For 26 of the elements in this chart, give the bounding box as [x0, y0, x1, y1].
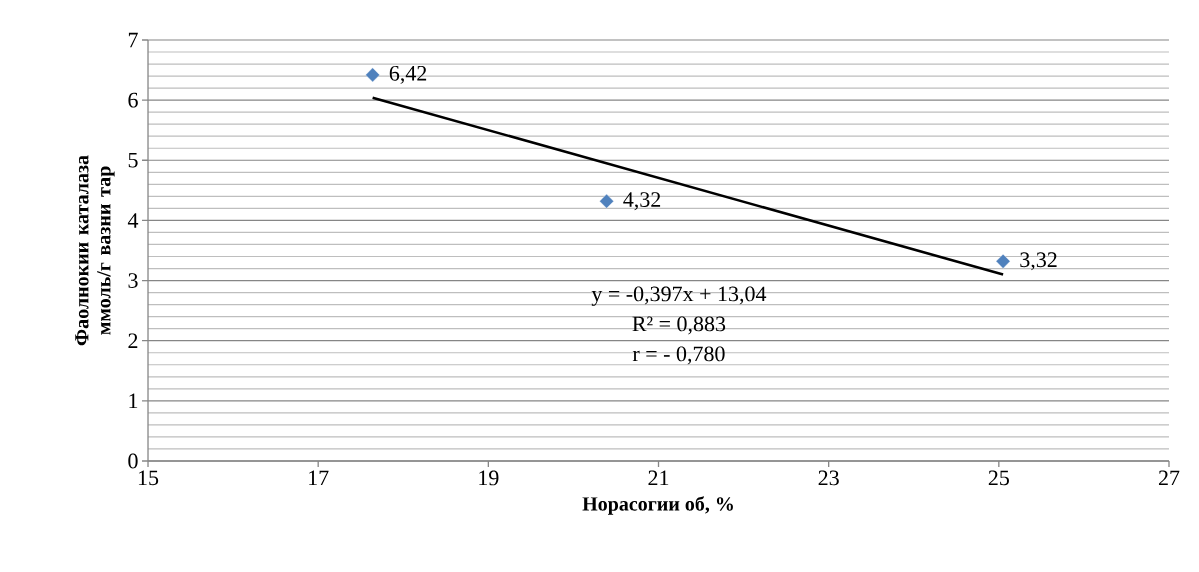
- data-label: 4,32: [623, 192, 661, 211]
- y-tick-label: 7: [128, 32, 138, 48]
- annotation: R² = 0,883: [632, 316, 726, 335]
- y-tick-label: 4: [127, 213, 139, 228]
- point: [599, 193, 614, 209]
- annotation: r = - 0,780: [632, 346, 725, 365]
- x-axis-title: Норасогии об, %: [582, 496, 733, 515]
- x-tick-label: 27: [1158, 470, 1180, 486]
- annotation: y = -0,397x + 13,04: [591, 286, 767, 306]
- x-tick-label: 25: [988, 470, 1009, 486]
- y-tick-label: 3: [128, 273, 138, 288]
- data-label: 6,42: [389, 65, 427, 84]
- y-axis-title: Фаолнокии каталаза ммоль/г вазни тар: [75, 155, 115, 346]
- x-tick-label: 23: [818, 470, 839, 486]
- y-tick-label: 2: [128, 333, 138, 348]
- data-label: 3,32: [1020, 252, 1057, 271]
- y-tick-label: 5: [128, 152, 138, 168]
- point: [995, 254, 1011, 269]
- x-tick-label: 19: [479, 470, 499, 486]
- y-tick-label: 0: [128, 453, 138, 469]
- y-tick-label: 1: [129, 393, 138, 409]
- x-tick-label: 17: [309, 470, 329, 486]
- point: [365, 67, 380, 83]
- x-tick-label: 15: [138, 470, 159, 486]
- y-tick-label: 6: [128, 92, 138, 108]
- x-tick-label: 21: [648, 470, 669, 486]
